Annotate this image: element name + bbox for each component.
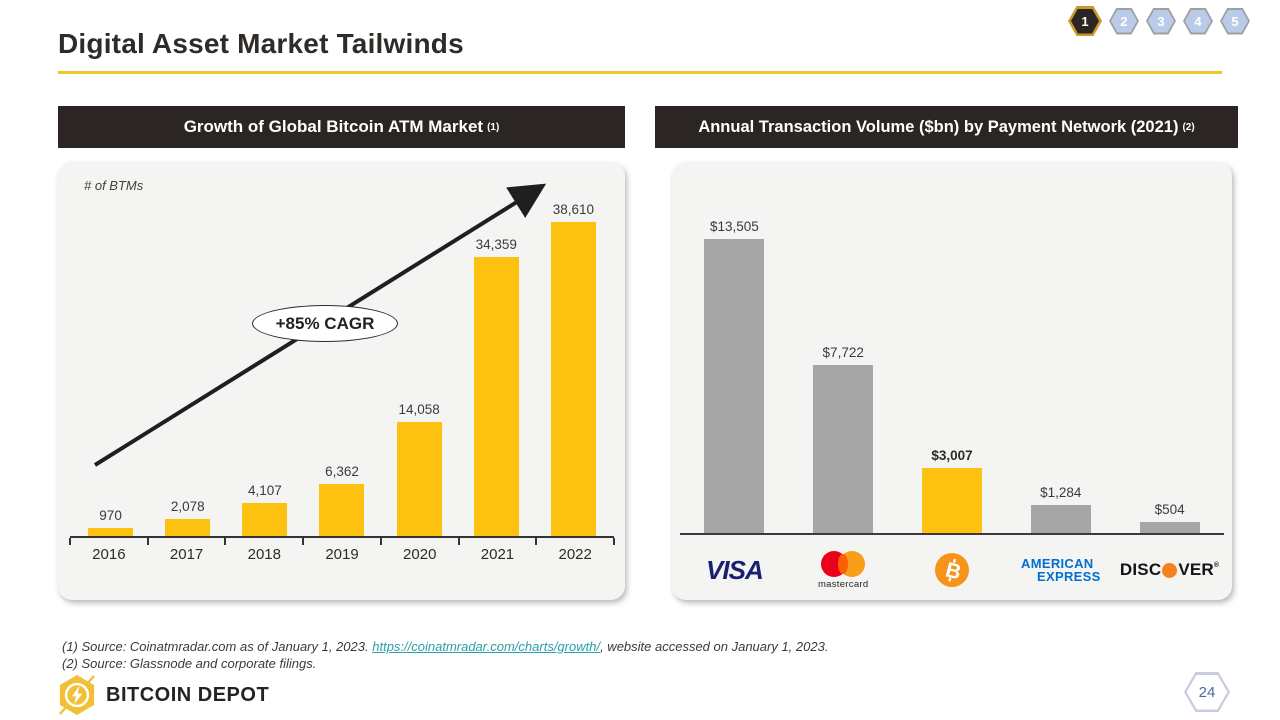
bitcoin-depot-hexagon-icon: [59, 675, 95, 715]
y-axis-label: # of BTMs: [84, 178, 144, 193]
nav-hexagon-label: 4: [1194, 13, 1202, 29]
nav-hexagon-label: 1: [1081, 13, 1089, 29]
payment-chart-panel: $13,505 $7,722 $3,007 $1,284 $504 VISA maste…: [672, 162, 1232, 600]
bar-Bitcoin: [921, 468, 982, 533]
title-underline: [58, 71, 1222, 74]
bar-American Express: [1030, 505, 1091, 533]
bar-slot-Bitcoin: $3,007: [898, 208, 1007, 533]
visa-logo: VISA: [706, 554, 764, 585]
source-link[interactable]: https://coinatmradar.com/charts/growth/: [372, 639, 601, 654]
bar-2021: [473, 257, 519, 536]
bar-slot-2021: 34,359: [458, 198, 535, 536]
page-number-hexagon: 24: [1184, 672, 1230, 712]
footnote-1: (1) Source: Coinatmradar.com as of Janua…: [62, 639, 829, 654]
bar-value-label: 4,107: [247, 483, 282, 498]
mastercard-logo: mastercard: [789, 550, 898, 590]
page-title: Digital Asset Market Tailwinds: [58, 28, 464, 59]
x-axis-label: 2020: [403, 546, 437, 563]
bitcoin-coin-icon: B: [934, 553, 969, 587]
bar-2016: [88, 528, 134, 536]
nav-hexagon-2[interactable]: 2: [1109, 7, 1139, 35]
footnote-2: (2) Source: Glassnode and corporate fili…: [62, 656, 317, 671]
nav-hexagon-1[interactable]: 1: [1068, 6, 1102, 36]
bar-slot-Visa: $13,505: [680, 208, 789, 533]
x-axis-label: 2019: [325, 546, 359, 563]
brand-name: BITCOIN DEPOT: [106, 683, 270, 706]
cagr-annotation: +85% CAGR: [252, 305, 398, 342]
axis-tick: [535, 538, 538, 545]
right-chart-header: Annual Transaction Volume ($bn) by Payme…: [655, 106, 1238, 148]
nav-hexagon-label: 3: [1157, 13, 1165, 29]
bar-2018: [242, 503, 288, 536]
axis-tick: [457, 538, 460, 545]
bar-Visa: [704, 239, 765, 533]
right-chart-header-note: (2): [1182, 121, 1195, 133]
bitcoin-logo: B: [898, 552, 1007, 588]
bar-value-label: $504: [1154, 502, 1185, 517]
x-axis-label: 2021: [480, 546, 515, 563]
bitcoin-depot-logo: BITCOIN DEPOT: [58, 674, 269, 716]
payment-chart-plot: $13,505 $7,722 $3,007 $1,284 $504: [680, 208, 1224, 533]
bar-value-label: 34,359: [475, 237, 517, 252]
axis-tick: [224, 538, 227, 545]
axis-tick: [613, 538, 615, 545]
bar-Mastercard: [813, 365, 874, 533]
bar-2022: [550, 222, 596, 536]
amex-logo: AMERICAN EXPRESS: [1021, 556, 1101, 584]
nav-hexagon-3[interactable]: 3: [1146, 7, 1176, 35]
bar-value-label: 2,078: [170, 499, 205, 514]
bar-Discover: [1139, 522, 1200, 533]
nav-hexagon-4[interactable]: 4: [1183, 7, 1213, 35]
discover-logo: DISC VER ®: [1119, 560, 1220, 579]
bar-slot-Discover: $504: [1115, 208, 1224, 533]
bar-2020: [396, 422, 442, 536]
bar-value-label: 14,058: [398, 402, 440, 417]
left-chart-header-label: Growth of Global Bitcoin ATM Market: [183, 117, 484, 136]
bar-slot-2020: 14,058: [381, 198, 458, 536]
svg-text:B: B: [943, 558, 963, 584]
axis-tick: [69, 538, 71, 545]
nav-hexagon-label: 5: [1231, 13, 1239, 29]
discover-dot-icon: [1162, 562, 1178, 578]
bar-value-label: 6,362: [325, 464, 359, 479]
right-chart-header-label: Annual Transaction Volume ($bn) by Payme…: [698, 117, 1179, 136]
x-axis-label: 2017: [169, 546, 204, 563]
atm-chart-plot: 970 2,078 4,107 6,362 14,058 34,359 38,610: [72, 198, 612, 536]
page-number: 24: [1198, 683, 1216, 701]
bar-value-label: 970: [99, 508, 122, 523]
left-chart-header-note: (1): [487, 121, 500, 133]
bar-slot-2019: 6,362: [303, 198, 380, 536]
bar-slot-2022: 38,610: [535, 198, 612, 536]
axis-tick: [379, 538, 382, 545]
bar-slot-American Express: $1,284: [1006, 208, 1115, 533]
payment-logos-row: VISA mastercard B: [680, 544, 1224, 596]
bar-slot-2017: 2,078: [149, 198, 226, 536]
axis-tick: [302, 538, 305, 545]
slide-nav: 1 2 3 4 5: [1068, 6, 1250, 36]
x-axis-label: 2022: [558, 546, 592, 563]
bar-value-label: 38,610: [552, 202, 595, 217]
bar-2017: [165, 519, 211, 536]
bar-slot-2016: 970: [72, 198, 149, 536]
bar-2019: [319, 484, 365, 536]
bar-slot-Mastercard: $7,722: [789, 208, 898, 533]
bar-value-label: $3,007: [931, 448, 973, 463]
axis-tick: [146, 538, 149, 545]
nav-hexagon-5[interactable]: 5: [1220, 7, 1250, 35]
nav-hexagon-label: 2: [1120, 13, 1128, 29]
x-axis-label: 2018: [247, 546, 281, 563]
bar-slot-2018: 4,107: [226, 198, 303, 536]
mastercard-circles-icon: [819, 550, 867, 578]
bar-value-label: $1,284: [1040, 485, 1082, 500]
bar-value-label: $13,505: [709, 219, 759, 234]
bar-value-label: $7,722: [822, 345, 864, 360]
payment-x-axis: [680, 533, 1224, 535]
left-chart-header: Growth of Global Bitcoin ATM Market (1): [58, 106, 625, 148]
atm-chart-panel: # of BTMs 970 2,078 4,107 6,362 14,058 34,359…: [58, 162, 625, 600]
atm-x-labels: 2016 2017 2018 2019 2020 2021 2022: [70, 546, 614, 563]
x-axis-label: 2016: [92, 546, 126, 563]
atm-x-axis: [69, 536, 615, 545]
